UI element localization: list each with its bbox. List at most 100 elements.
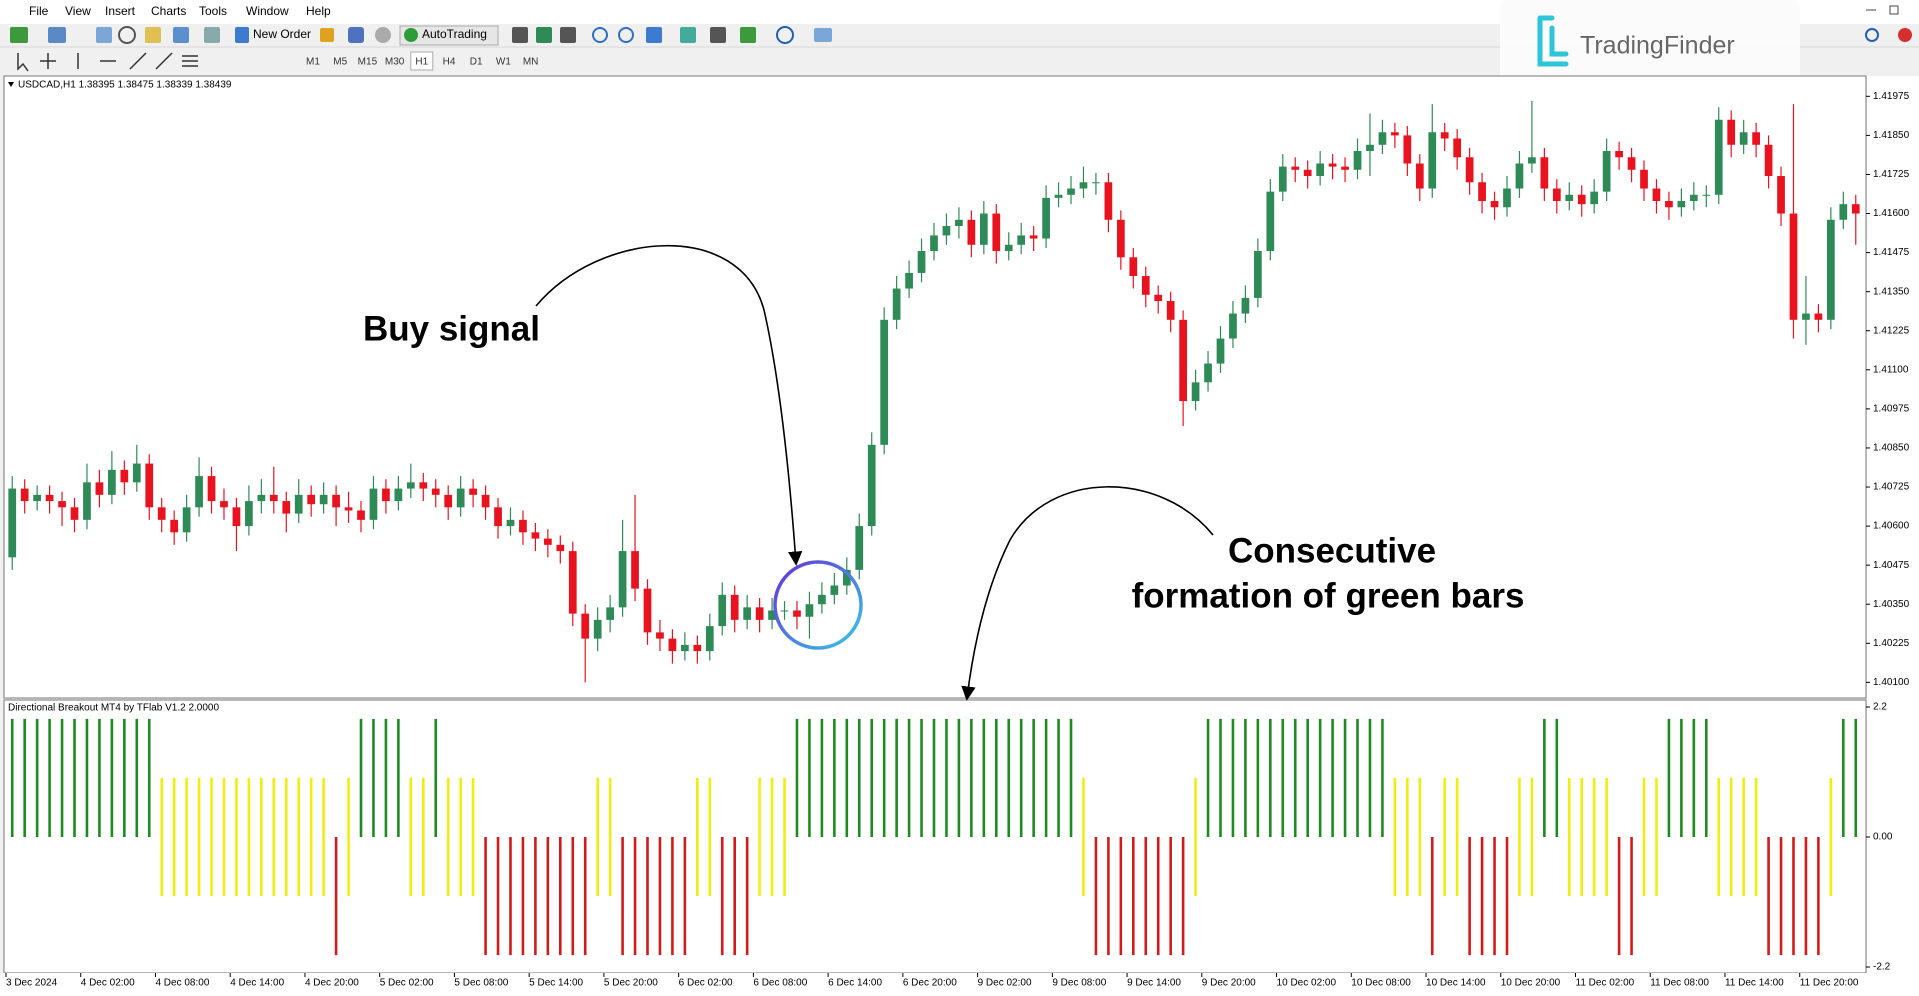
icon[interactable]: [96, 27, 112, 43]
drawing-tools[interactable]: [77, 52, 173, 70]
candle-body: [917, 251, 926, 273]
candle-body: [1465, 157, 1474, 183]
candle-body: [531, 532, 540, 539]
candle-body: [556, 544, 565, 552]
candle-body: [656, 632, 664, 639]
price-tick-label: 1.40225: [1873, 638, 1910, 649]
candle-body: [1777, 176, 1785, 214]
time-label: 5 Dec 20:00: [604, 978, 658, 989]
green-bars-label: Consecutive: [1228, 531, 1436, 570]
time-label: 4 Dec 20:00: [305, 978, 359, 989]
icon[interactable]: [145, 27, 161, 43]
time-label: 6 Dec 14:00: [828, 978, 882, 989]
timeframe-button[interactable]: M15: [358, 57, 378, 68]
icon[interactable]: [560, 27, 576, 43]
candle-body: [643, 588, 652, 633]
indicator-tick-label: 2.2: [1873, 702, 1887, 713]
crosshair-tool[interactable]: [40, 53, 56, 69]
candle-body: [1577, 194, 1586, 205]
menu-item[interactable]: Charts: [151, 4, 186, 18]
new-order-button[interactable]: New Order: [253, 27, 311, 41]
candle-body: [294, 494, 303, 514]
icon[interactable]: [48, 27, 66, 43]
candle-body: [1278, 166, 1287, 192]
icon[interactable]: [348, 27, 364, 43]
menu-item[interactable]: Tools: [199, 4, 227, 18]
time-label: 3 Dec 2024: [6, 978, 58, 989]
candle-body: [755, 607, 764, 620]
timeframe-button[interactable]: W1: [496, 57, 511, 68]
autotrading-button[interactable]: [399, 25, 499, 46]
icon[interactable]: [536, 27, 552, 43]
candle-body: [631, 551, 639, 589]
menu-item[interactable]: File: [29, 4, 49, 18]
time-label: 4 Dec 14:00: [230, 978, 284, 989]
time-label: 11 Dec 20:00: [1800, 978, 1859, 989]
menu-item[interactable]: Window: [246, 4, 289, 18]
candle-body: [693, 644, 702, 652]
candle-body: [1129, 257, 1138, 277]
icon[interactable]: [320, 28, 334, 42]
timeframe-button[interactable]: H4: [443, 57, 456, 68]
icon[interactable]: [814, 28, 832, 42]
autotrading-label[interactable]: AutoTrading: [422, 27, 487, 41]
icon[interactable]: [646, 27, 662, 43]
timeframe-active: [410, 51, 434, 71]
cursor-tool[interactable]: [17, 53, 29, 72]
icon[interactable]: [680, 27, 696, 43]
candle-body: [1552, 188, 1561, 202]
icon[interactable]: [375, 27, 391, 43]
icon[interactable]: [404, 28, 418, 42]
timeframe-button[interactable]: M1: [306, 57, 320, 68]
candle-body: [369, 488, 378, 520]
icon[interactable]: [235, 27, 249, 43]
timeframe-button[interactable]: M30: [385, 57, 405, 68]
candle-body: [195, 476, 203, 508]
timeframe-button[interactable]: MN: [523, 57, 539, 68]
candle-body: [581, 613, 590, 639]
timeframe-button[interactable]: M5: [333, 57, 347, 68]
indicator-tick-label: 0.00: [1873, 832, 1893, 843]
candle-body: [842, 569, 851, 586]
timeframe-button[interactable]: H1: [415, 57, 428, 68]
candle-body: [1615, 151, 1623, 158]
search-icon[interactable]: [1865, 28, 1879, 42]
icon[interactable]: [512, 27, 528, 43]
indicator-tick-label: -2.2: [1873, 962, 1891, 973]
icon[interactable]: [710, 27, 726, 43]
fibo-tool[interactable]: [182, 55, 198, 67]
time-label: 10 Dec 02:00: [1277, 978, 1337, 989]
candle-body: [245, 501, 253, 527]
icon[interactable]: [592, 27, 608, 43]
price-tick-label: 1.40725: [1873, 482, 1910, 493]
candle-body: [1814, 313, 1823, 320]
menu-item[interactable]: Insert: [105, 4, 136, 18]
candle-body: [1154, 294, 1163, 302]
icon[interactable]: [173, 27, 189, 43]
candle-body: [1802, 313, 1810, 320]
window-controls[interactable]: [1866, 5, 1899, 15]
notification-icon[interactable]: [1898, 28, 1912, 42]
candle-body: [905, 272, 913, 289]
icon[interactable]: [10, 27, 28, 43]
icon[interactable]: [118, 26, 136, 44]
time-label: 11 Dec 14:00: [1725, 978, 1784, 989]
timeframe-button[interactable]: D1: [470, 57, 483, 68]
candle-body: [1839, 204, 1848, 220]
candle-body: [1366, 144, 1374, 152]
candle-body: [182, 507, 191, 533]
signal-ring: [773, 560, 863, 650]
icon[interactable]: [618, 27, 634, 43]
candle-body: [1104, 182, 1113, 220]
icon[interactable]: [204, 27, 220, 43]
menu-item[interactable]: Help: [306, 4, 331, 18]
icon[interactable]: [740, 27, 756, 43]
candle-body: [1303, 169, 1312, 177]
icon[interactable]: [776, 26, 794, 44]
candle-body: [930, 235, 938, 252]
menu-item[interactable]: View: [65, 4, 91, 18]
candle-body: [743, 607, 752, 620]
price-tick-label: 1.41725: [1873, 169, 1910, 180]
candle-body: [1141, 276, 1150, 295]
